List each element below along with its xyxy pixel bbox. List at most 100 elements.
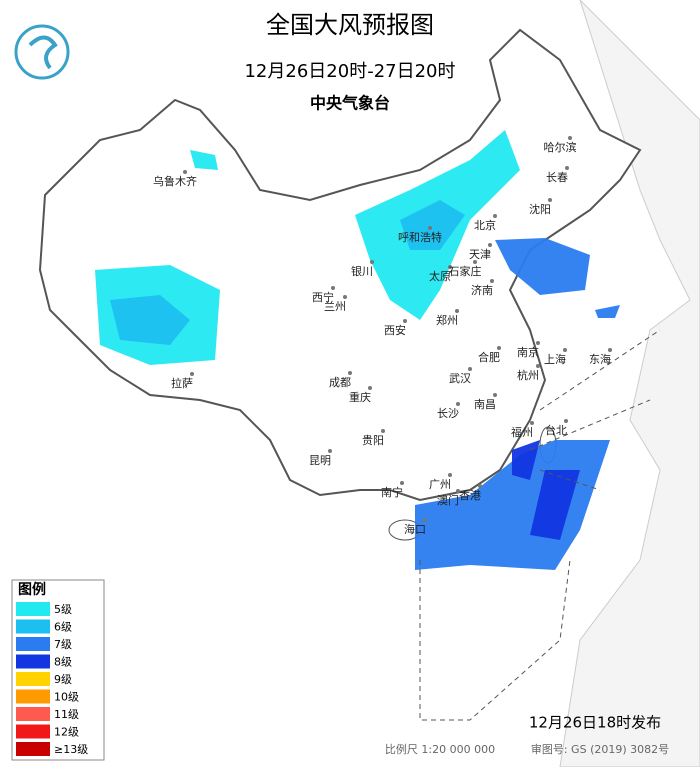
city-dot bbox=[403, 319, 407, 323]
city-label: 乌鲁木齐 bbox=[153, 174, 197, 188]
legend-label: 9级 bbox=[54, 673, 72, 686]
legend-swatch bbox=[16, 619, 50, 634]
city-dot bbox=[565, 166, 569, 170]
city-label: 拉萨 bbox=[171, 376, 193, 390]
city-label: 济南 bbox=[471, 283, 493, 297]
city-label: 澳门 bbox=[437, 493, 459, 507]
city-dot bbox=[183, 170, 187, 174]
city-label: 北京 bbox=[474, 218, 496, 232]
city-label: 合肥 bbox=[478, 350, 500, 364]
city-label: 石家庄 bbox=[449, 264, 482, 278]
city-dot bbox=[343, 295, 347, 299]
city-label: 兰州 bbox=[324, 300, 346, 313]
wind-area bbox=[495, 238, 590, 295]
city-dot bbox=[190, 372, 194, 376]
city-label: 台北 bbox=[545, 423, 567, 437]
legend-swatch bbox=[16, 707, 50, 721]
city-dot bbox=[490, 279, 494, 283]
legend-label: 5级 bbox=[54, 603, 72, 616]
legend-label: 7级 bbox=[54, 638, 72, 651]
logo-mark bbox=[28, 35, 58, 70]
wind-area bbox=[512, 440, 540, 480]
city-label: 南京 bbox=[517, 345, 539, 359]
city-label: 重庆 bbox=[349, 390, 371, 404]
city-dot bbox=[493, 393, 497, 397]
city-label: 杭州 bbox=[517, 368, 539, 382]
sea-boundaries bbox=[419, 329, 661, 721]
city-dot bbox=[548, 198, 552, 202]
city-dot bbox=[473, 260, 477, 264]
scale: 比例尺 1:20 000 000 bbox=[385, 742, 495, 756]
city-dot bbox=[568, 136, 572, 140]
city-label: 长沙 bbox=[437, 407, 459, 420]
city-label: 武汉 bbox=[449, 372, 471, 385]
legend-swatch bbox=[16, 637, 50, 651]
subtitle: 12月26日20时-27日20时 bbox=[244, 61, 455, 82]
city-label: 长春 bbox=[546, 171, 568, 184]
agency: 中央气象台 bbox=[310, 94, 390, 113]
city-dot bbox=[368, 386, 372, 390]
city-dot bbox=[608, 348, 612, 352]
city-label: 广州 bbox=[429, 478, 451, 491]
city-label: 南昌 bbox=[474, 398, 496, 411]
city-dot bbox=[328, 449, 332, 453]
wind-area bbox=[400, 200, 465, 250]
city-dot bbox=[370, 260, 374, 264]
legend-label: ≥13级 bbox=[54, 743, 88, 756]
legend-swatch bbox=[16, 742, 50, 756]
city-label: 南宁 bbox=[381, 485, 403, 499]
legend-swatch bbox=[16, 602, 50, 616]
city-dot bbox=[455, 309, 459, 313]
city-dot bbox=[530, 421, 534, 425]
city-label: 成都 bbox=[329, 376, 351, 389]
city-label: 郑州 bbox=[436, 313, 458, 327]
title: 全国大风预报图 bbox=[266, 11, 434, 39]
city-dot bbox=[456, 402, 460, 406]
wind-area bbox=[190, 150, 218, 170]
city-dot bbox=[536, 341, 540, 345]
city-label: 东海 bbox=[589, 352, 611, 366]
logo bbox=[14, 24, 70, 80]
sea-boundary bbox=[529, 329, 661, 491]
city-label: 天津 bbox=[469, 248, 491, 261]
city-dot bbox=[468, 367, 472, 371]
city-dot bbox=[400, 481, 404, 485]
city-label: 银川 bbox=[351, 264, 373, 278]
wind-area bbox=[110, 295, 190, 345]
city-dot bbox=[381, 429, 385, 433]
city-dot bbox=[448, 265, 452, 269]
city-label: 西宁 bbox=[312, 290, 334, 304]
city-label: 沈阳 bbox=[529, 202, 551, 216]
city-label: 呼和浩特 bbox=[398, 230, 442, 244]
wind-area bbox=[595, 305, 620, 318]
neighbor-land bbox=[559, 0, 700, 767]
city-dot bbox=[564, 419, 568, 423]
legend-title: 图例 bbox=[18, 581, 46, 598]
city-label: 哈尔滨 bbox=[544, 140, 577, 154]
legend-label: 10级 bbox=[54, 691, 79, 704]
city-dot bbox=[331, 286, 335, 290]
legend-label: 11级 bbox=[54, 708, 79, 721]
city-label: 西安 bbox=[384, 323, 406, 337]
city-dot bbox=[497, 346, 501, 350]
city-dot bbox=[448, 473, 452, 477]
legend-label: 12级 bbox=[54, 726, 79, 739]
legend-swatch bbox=[16, 724, 50, 739]
city-label: 贵阳 bbox=[362, 434, 384, 447]
legend: 图例 5级 6级 7级 8级 9级 10级 11级 12级 ≥13级 bbox=[11, 579, 105, 761]
city-label: 香港 bbox=[459, 489, 481, 502]
city-dot bbox=[456, 489, 460, 493]
city-dot bbox=[478, 484, 482, 488]
city-label: 海口 bbox=[404, 522, 426, 536]
city-label: 福州 bbox=[511, 425, 533, 439]
city-dot bbox=[348, 371, 352, 375]
legend-swatch bbox=[16, 689, 50, 704]
city-dot bbox=[493, 214, 497, 218]
city-dot bbox=[488, 243, 492, 247]
city-label: 上海 bbox=[544, 352, 566, 366]
city-dot bbox=[536, 364, 540, 368]
wind-area bbox=[530, 470, 580, 540]
city-dot bbox=[428, 226, 432, 230]
legend-label: 8级 bbox=[54, 656, 72, 669]
